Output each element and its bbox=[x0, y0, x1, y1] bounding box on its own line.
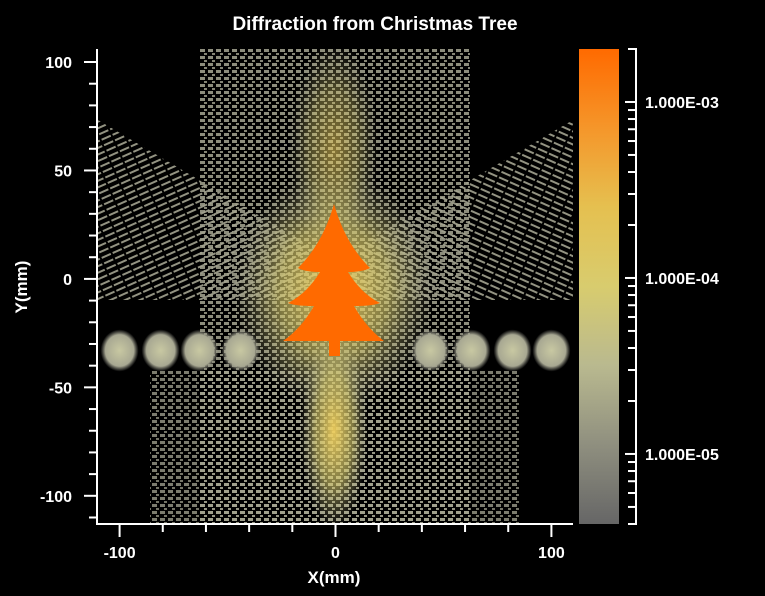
colorbar-tick-label: 1.000E-04 bbox=[645, 271, 719, 288]
y-axis-label: Y(mm) bbox=[12, 261, 31, 314]
x-tick-label: 100 bbox=[538, 545, 565, 562]
y-tick-label: 0 bbox=[63, 272, 72, 289]
colorbar bbox=[579, 49, 619, 524]
lower-glow bbox=[300, 330, 368, 524]
colorbar-tick-label: 1.000E-03 bbox=[645, 95, 719, 112]
side-lobe bbox=[411, 329, 450, 372]
plot-area bbox=[98, 49, 573, 524]
side-lobe bbox=[221, 329, 260, 372]
y-tick-label: -50 bbox=[49, 380, 72, 397]
chart-title: Diffraction from Christmas Tree bbox=[232, 14, 517, 35]
side-lobe bbox=[180, 329, 219, 372]
colorbar-tick-label: 1.000E-05 bbox=[645, 447, 719, 464]
y-tick-label: -100 bbox=[40, 489, 72, 506]
side-lobe bbox=[493, 329, 532, 372]
x-tick-label: -100 bbox=[104, 545, 136, 562]
side-lobe bbox=[100, 329, 139, 372]
x-axis-label: X(mm) bbox=[308, 568, 361, 587]
christmas-tree-aperture bbox=[283, 204, 384, 356]
side-lobe bbox=[532, 329, 571, 372]
side-lobe bbox=[141, 329, 180, 372]
upper-glow bbox=[289, 49, 379, 260]
y-tick-label: 50 bbox=[54, 163, 72, 180]
side-lobe bbox=[452, 329, 491, 372]
x-tick-label: 0 bbox=[331, 545, 340, 562]
y-tick-label: 100 bbox=[45, 55, 72, 72]
